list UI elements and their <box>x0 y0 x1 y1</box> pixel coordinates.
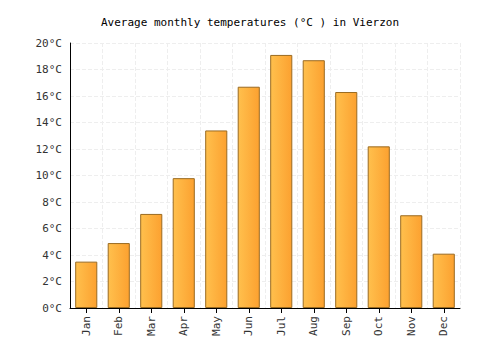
svg-text:Mar: Mar <box>145 316 158 336</box>
svg-text:Average monthly temperatures (: Average monthly temperatures (°C ) in Vi… <box>101 16 399 29</box>
svg-text:2°C: 2°C <box>42 275 62 288</box>
svg-text:Oct: Oct <box>372 316 385 336</box>
svg-text:Feb: Feb <box>112 316 125 336</box>
svg-text:Sep: Sep <box>340 316 353 336</box>
svg-text:6°C: 6°C <box>42 222 62 235</box>
svg-text:Apr: Apr <box>177 316 190 336</box>
svg-text:0°C: 0°C <box>42 302 62 315</box>
svg-text:20°C: 20°C <box>36 37 63 50</box>
svg-text:Dec: Dec <box>437 316 450 336</box>
svg-text:Aug: Aug <box>307 316 320 336</box>
svg-text:16°C: 16°C <box>36 90 63 103</box>
svg-text:8°C: 8°C <box>42 196 62 209</box>
svg-text:May: May <box>210 316 223 336</box>
svg-text:4°C: 4°C <box>42 249 62 262</box>
svg-text:18°C: 18°C <box>36 63 63 76</box>
svg-text:Jun: Jun <box>242 316 255 336</box>
svg-text:10°C: 10°C <box>36 169 63 182</box>
svg-text:Jan: Jan <box>80 316 93 336</box>
svg-text:Nov: Nov <box>405 316 418 336</box>
svg-text:14°C: 14°C <box>36 116 63 129</box>
svg-text:12°C: 12°C <box>36 143 63 156</box>
svg-text:Jul: Jul <box>275 316 288 336</box>
